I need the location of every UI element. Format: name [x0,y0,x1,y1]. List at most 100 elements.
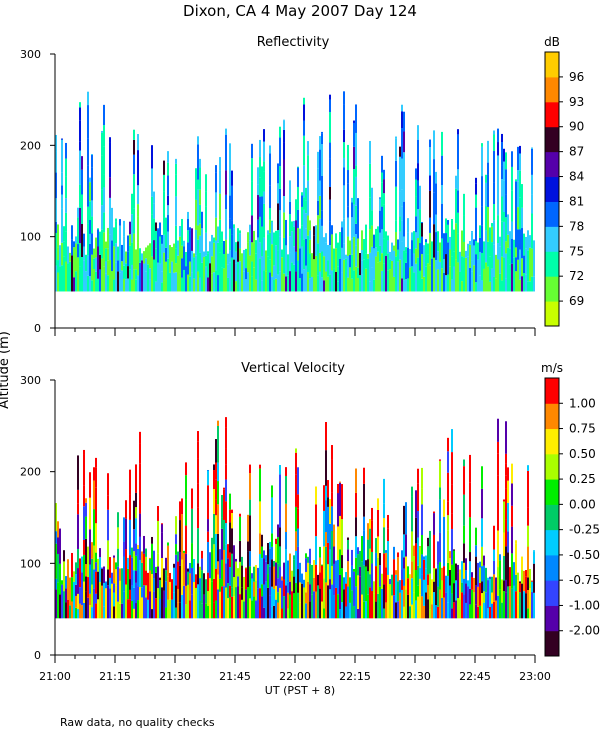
data-cell [169,581,171,600]
data-cell [345,258,347,292]
data-cell [223,240,225,255]
data-cell [467,580,469,587]
data-cell [413,556,415,593]
colorbar-segment [545,201,559,227]
data-cell [217,533,219,562]
data-cell [161,282,163,292]
data-cell [505,241,507,254]
data-cell [109,234,111,261]
data-cell [461,230,463,257]
data-cell [499,589,501,619]
data-cell [455,175,457,189]
data-cell [149,558,151,571]
data-cell [431,604,433,619]
data-cell [209,263,211,292]
colorbar-tick-label: 72 [569,269,584,283]
data-cell [485,206,487,231]
data-cell [401,589,403,619]
data-cell [81,605,83,619]
data-cell [123,541,125,557]
data-cell [203,256,205,292]
data-cell [491,268,493,292]
data-cell [443,516,445,545]
colorbar-segment [545,428,559,455]
data-cell [109,557,111,578]
data-cell [187,584,189,619]
data-cell [347,217,349,237]
data-cell [383,584,385,609]
data-cell [511,526,513,554]
data-cell [279,210,281,237]
data-cell [137,545,139,549]
data-cell [271,546,273,560]
data-cell [213,470,215,490]
data-cell [355,176,357,206]
data-cell [57,272,59,292]
data-cell [483,268,485,292]
data-cell [189,600,191,619]
data-cell [297,260,299,292]
data-cell [245,268,247,280]
data-cell [233,228,235,260]
data-cell [503,499,505,502]
data-cell [247,272,249,292]
data-cell [411,240,413,267]
data-cell [133,233,135,270]
colorbar-segment [545,580,559,606]
data-cell [247,242,249,273]
data-cell [319,572,321,589]
data-cell [335,233,337,249]
data-cell [303,587,305,619]
data-cell [155,222,157,231]
data-cell [393,250,395,277]
data-cell [283,196,285,213]
data-cell [447,224,449,243]
data-cell [383,527,385,554]
data-cell [443,272,445,292]
data-cell [387,240,389,254]
data-cell [277,602,279,619]
data-cell [527,590,529,609]
data-cell [461,281,463,292]
data-cell [403,131,405,153]
data-cell [499,236,501,247]
data-cell [55,151,57,173]
data-cell [81,572,83,606]
data-cell [117,512,119,528]
data-cell [129,519,131,556]
data-cell [243,601,245,619]
data-cell [361,250,363,261]
colorbar-tick-label: 90 [569,120,584,134]
data-cell [485,174,487,183]
colorbar-tick-label: -0.25 [569,523,600,537]
data-cell [213,242,215,273]
data-cell [163,568,165,591]
data-cell [527,230,529,251]
data-cell [349,240,351,255]
data-cell [503,501,505,533]
data-cell [387,601,389,619]
data-cell [407,566,409,579]
data-cell [457,262,459,292]
data-cell [161,523,163,533]
data-cell [235,558,237,562]
data-cell [55,543,57,579]
data-cell [163,174,165,192]
data-cell [477,562,479,587]
data-cell [349,602,351,619]
data-cell [379,232,381,246]
data-cell [343,185,345,219]
data-cell [271,220,273,222]
data-cell [225,563,227,588]
data-cell [181,594,183,619]
data-cell [61,584,63,619]
data-cell [517,170,519,182]
data-field [55,91,535,292]
data-cell [457,169,459,191]
data-cell [133,269,135,292]
data-cell [219,252,221,278]
data-cell [517,259,519,271]
data-cell [175,534,177,545]
data-cell [431,258,433,292]
data-cell [419,243,421,271]
